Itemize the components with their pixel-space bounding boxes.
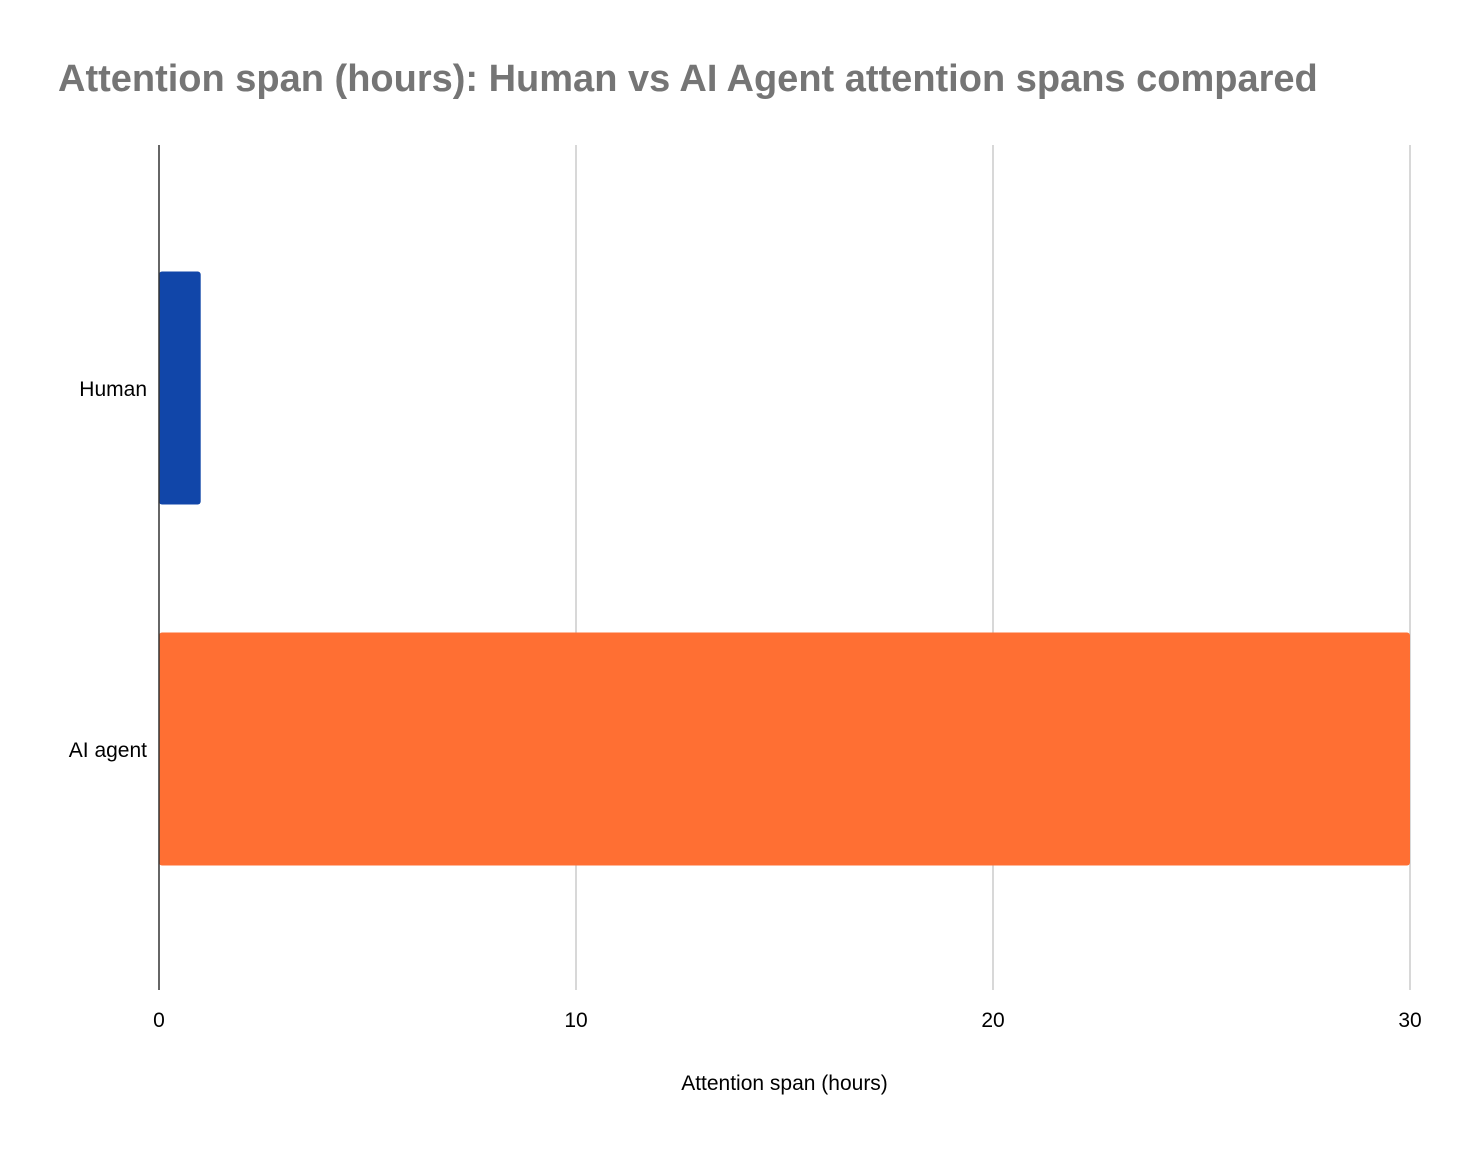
bar — [159, 271, 201, 505]
category-label: AI agent — [69, 739, 147, 762]
x-tick-label: 0 — [153, 1009, 165, 1032]
x-tick-label: 20 — [981, 1009, 1004, 1032]
x-tick-label: 30 — [1398, 1009, 1421, 1032]
bars — [159, 271, 1410, 866]
chart-title: Attention span (hours): Human vs AI Agen… — [58, 58, 1318, 100]
x-axis-label: Attention span (hours) — [681, 1072, 888, 1095]
x-tick-label: 10 — [564, 1009, 587, 1032]
bar — [159, 632, 1410, 866]
x-tick-labels: 0 10 20 30 — [153, 1009, 1422, 1032]
category-label: Human — [79, 378, 147, 401]
category-labels: Human AI agent — [69, 378, 147, 762]
